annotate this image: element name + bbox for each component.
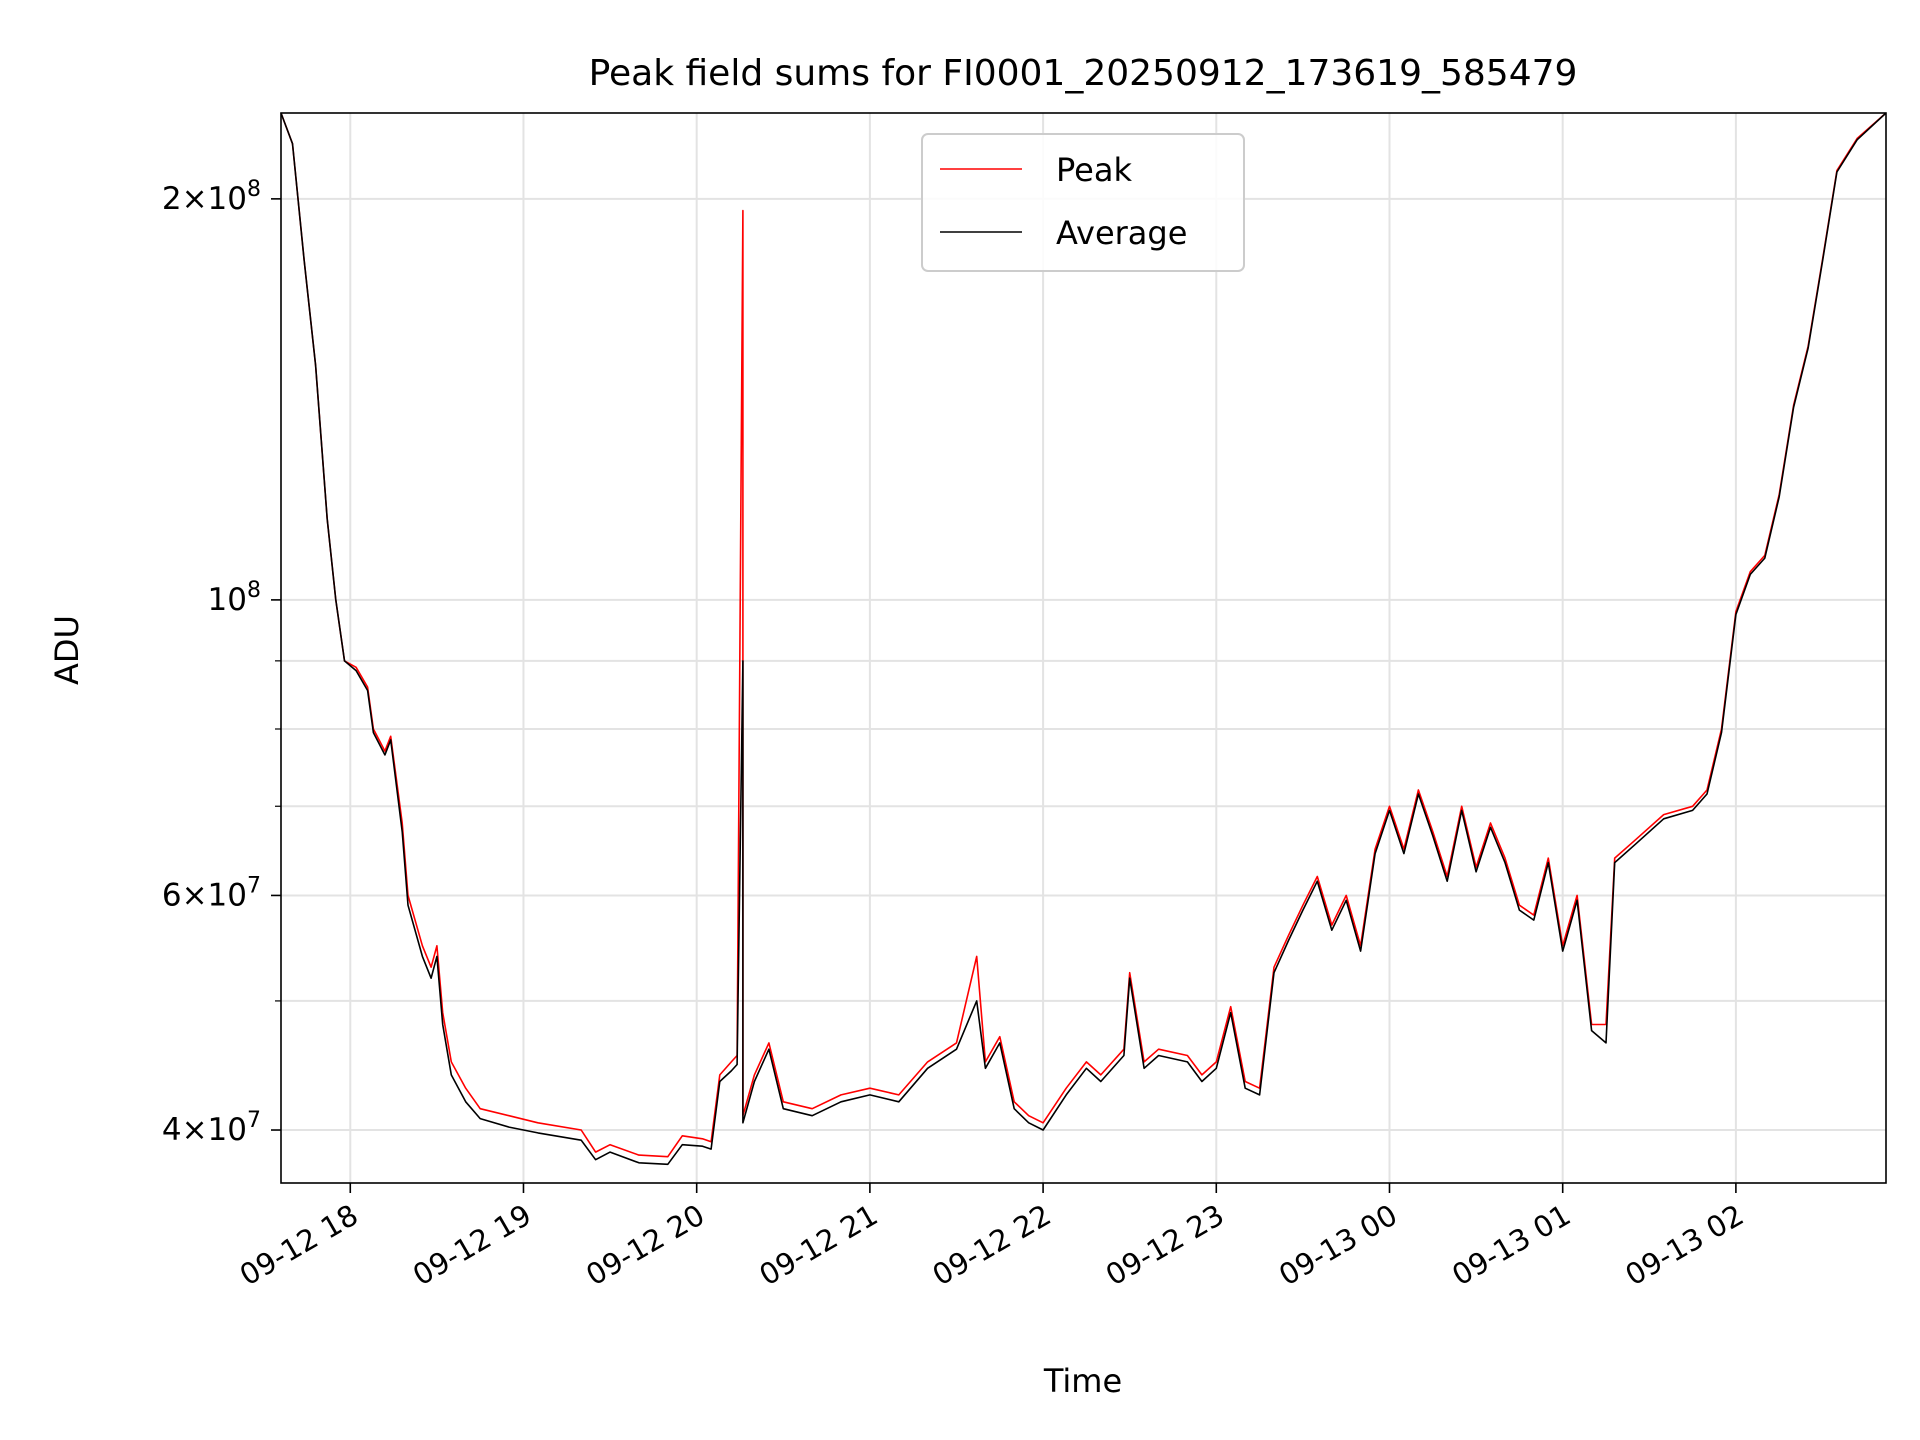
y-tick-label: 4×107 [162, 1108, 261, 1148]
legend-peak-label: Peak [1056, 151, 1132, 189]
series-line-average [280, 112, 1887, 1166]
y-tick-label: 108 [208, 578, 261, 618]
y-axis-label: ADU [48, 615, 86, 685]
legend: Peak Average [921, 133, 1245, 272]
legend-average-label: Average [1056, 214, 1187, 252]
x-axis-label: Time [1043, 1362, 1122, 1400]
plot-frame [280, 112, 1887, 1184]
series-layer [280, 112, 1887, 1166]
y-tick-label: 6×107 [162, 873, 261, 913]
y-tick-label: 2×108 [162, 177, 261, 217]
chart-title: Peak field sums for FI0001_20250912_1736… [589, 53, 1578, 94]
